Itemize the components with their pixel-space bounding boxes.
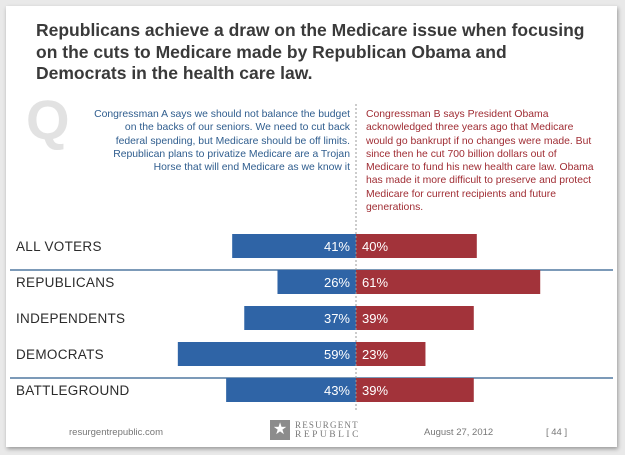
slide: Republicans achieve a draw on the Medica… [6,6,617,447]
logo-box [270,420,290,440]
footer-page-number: [ 44 ] [546,427,568,438]
bar-a-republicans [277,270,356,294]
data-label-b-independents: 39% [362,311,388,326]
diverging-bar-chart: ALL VOTERS 41% 40% REPUBLICANS 26% 61% INDEPEN… [10,104,613,412]
data-label-b-republicans: 61% [362,275,388,290]
question-mark: Q [26,88,70,151]
bar-b-battleground [356,378,474,402]
category-label-democrats: DEMOCRATS [16,347,104,362]
statement-b: Congressman B says President Obama ackno… [366,109,594,214]
data-label-b-democrats: 23% [362,347,388,362]
category-label-independents: INDEPENDENTS [16,311,125,326]
footer-url: resurgentrepublic.com [69,427,163,438]
footer-date: August 27, 2012 [424,427,494,438]
star-icon: ★ [272,421,288,438]
category-label-all-voters: ALL VOTERS [16,239,102,254]
data-label-a-democrats: 59% [324,347,350,362]
logo-line-1: RESURGENT [295,420,359,430]
statement-a: Congressman A says we should not balance… [94,109,350,174]
category-label-republicans: REPUBLICANS [16,275,115,290]
bar-a-democrats [177,342,356,366]
category-label-battleground: BATTLEGROUND [16,383,130,398]
data-label-a-independents: 37% [324,311,350,326]
bar-b-all-voters [356,234,477,258]
bar-a-independents [244,306,356,330]
data-label-a-republicans: 26% [324,275,350,290]
data-label-b-battleground: 39% [362,383,388,398]
bar-b-independents [356,306,474,330]
data-label-a-battleground: 43% [324,383,350,398]
data-label-a-all-voters: 41% [324,239,350,254]
headline: Republicans achieve a draw on the Medica… [36,20,585,83]
bar-b-republicans [356,270,541,294]
logo-line-2: REPUBLIC [295,430,361,440]
bar-b-democrats [356,342,426,366]
bar-a-all-voters [232,234,356,258]
data-label-b-all-voters: 40% [362,239,388,254]
bar-a-battleground [226,378,356,402]
resurgent-republic-logo: ★ RESURGENT REPUBLIC [270,420,390,442]
